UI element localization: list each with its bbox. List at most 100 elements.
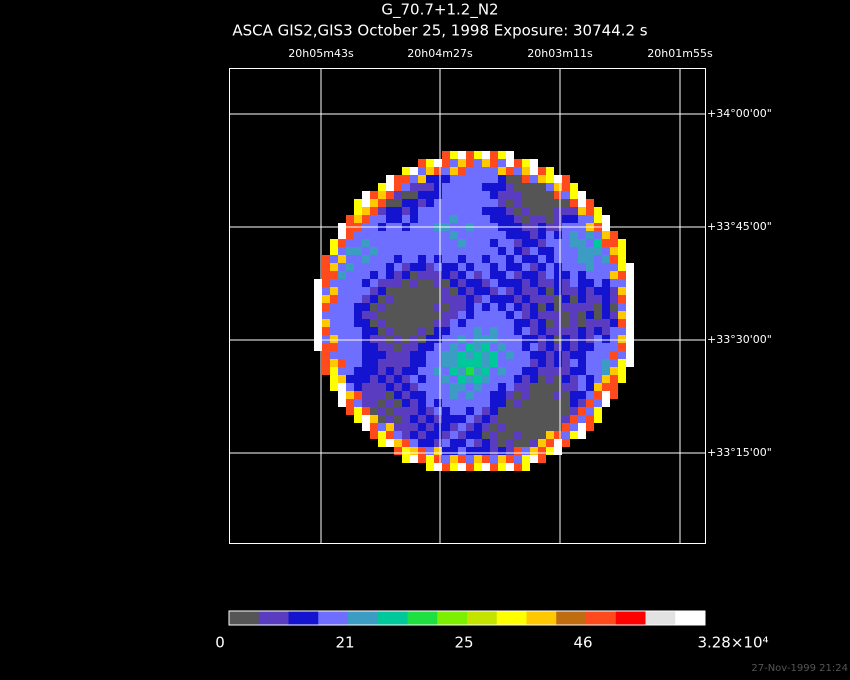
image-pixel: [466, 151, 474, 159]
image-pixel: [410, 215, 418, 223]
image-pixel: [402, 367, 410, 375]
image-pixel: [410, 431, 418, 439]
image-pixel: [626, 319, 634, 327]
image-pixel: [602, 295, 610, 303]
image-pixel: [450, 383, 458, 391]
colorbar-cell: [407, 611, 438, 625]
image-pixel: [498, 343, 506, 351]
image-pixel: [426, 247, 434, 255]
image-pixel: [562, 175, 570, 183]
image-pixel: [538, 375, 546, 383]
image-pixel: [594, 335, 602, 343]
image-pixel: [426, 407, 434, 415]
image-pixel: [378, 239, 386, 247]
image-pixel: [386, 335, 394, 343]
image-pixel: [538, 215, 546, 223]
image-pixel: [354, 231, 362, 239]
image-pixel: [490, 231, 498, 239]
image-pixel: [482, 191, 490, 199]
image-pixel: [418, 191, 426, 199]
image-pixel: [402, 207, 410, 215]
image-pixel: [354, 207, 362, 215]
colorbar-cell: [437, 611, 468, 625]
image-pixel: [570, 279, 578, 287]
image-pixel: [402, 391, 410, 399]
image-pixel: [514, 407, 522, 415]
image-pixel: [402, 415, 410, 423]
image-pixel: [410, 295, 418, 303]
image-pixel: [346, 255, 354, 263]
image-pixel: [586, 263, 594, 271]
image-pixel: [450, 311, 458, 319]
image-pixel: [594, 399, 602, 407]
image-pixel: [498, 263, 506, 271]
image-pixel: [482, 375, 490, 383]
image-pixel: [610, 327, 618, 335]
image-pixel: [602, 231, 610, 239]
image-pixel: [522, 391, 530, 399]
image-pixel: [410, 319, 418, 327]
image-pixel: [322, 359, 330, 367]
image-pixel: [586, 271, 594, 279]
image-pixel: [578, 247, 586, 255]
image-pixel: [386, 359, 394, 367]
image-pixel: [378, 431, 386, 439]
image-pixel: [570, 327, 578, 335]
image-pixel: [442, 159, 450, 167]
image-pixel: [506, 327, 514, 335]
image-pixel: [394, 319, 402, 327]
image-pixel: [426, 215, 434, 223]
image-pixel: [506, 439, 514, 447]
image-pixel: [538, 319, 546, 327]
image-pixel: [410, 191, 418, 199]
image-pixel: [370, 279, 378, 287]
image-pixel: [546, 343, 554, 351]
image-pixel: [530, 231, 538, 239]
image-pixel: [442, 463, 450, 471]
image-pixel: [434, 247, 442, 255]
image-pixel: [610, 343, 618, 351]
image-pixel: [530, 439, 538, 447]
image-pixel: [442, 343, 450, 351]
image-pixel: [618, 239, 626, 247]
image-pixel: [434, 303, 442, 311]
image-pixel: [586, 359, 594, 367]
image-pixel: [562, 295, 570, 303]
image-pixel: [354, 303, 362, 311]
image-pixel: [602, 351, 610, 359]
image-pixel: [506, 239, 514, 247]
image-pixel: [562, 375, 570, 383]
image-pixel: [346, 271, 354, 279]
image-pixel: [514, 319, 522, 327]
image-pixel: [386, 415, 394, 423]
image-pixel: [322, 311, 330, 319]
image-pixel: [610, 311, 618, 319]
image-pixel: [530, 351, 538, 359]
image-pixel: [482, 455, 490, 463]
image-pixel: [394, 359, 402, 367]
image-pixel: [490, 239, 498, 247]
image-pixel: [458, 199, 466, 207]
image-pixel: [458, 239, 466, 247]
image-pixel: [594, 359, 602, 367]
image-pixel: [402, 407, 410, 415]
image-pixel: [386, 239, 394, 247]
image-pixel: [402, 295, 410, 303]
image-pixel: [482, 247, 490, 255]
image-pixel: [522, 231, 530, 239]
image-pixel: [514, 295, 522, 303]
image-pixel: [426, 319, 434, 327]
image-pixel: [546, 415, 554, 423]
image-pixel: [450, 431, 458, 439]
image-pixel: [570, 247, 578, 255]
image-pixel: [338, 319, 346, 327]
image-pixel: [578, 319, 586, 327]
image-pixel: [498, 455, 506, 463]
image-pixel: [570, 207, 578, 215]
image-pixel: [466, 303, 474, 311]
image-pixel: [450, 199, 458, 207]
image-pixel: [578, 263, 586, 271]
image-pixel: [514, 399, 522, 407]
image-pixel: [522, 319, 530, 327]
image-pixel: [514, 271, 522, 279]
